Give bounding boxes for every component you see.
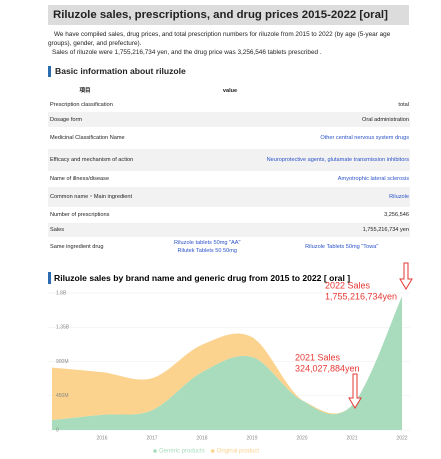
row-value: Riluzole tablets 50mg "AA" Rilutek Tablet… bbox=[140, 239, 410, 255]
value-text: total bbox=[398, 102, 409, 108]
table-row: Number of prescriptions 3,256,546 bbox=[48, 207, 410, 223]
value-text: Oral administration bbox=[362, 116, 409, 123]
table-row: Same ingredient drug Riluzole tablets 50m… bbox=[48, 237, 410, 257]
y-tick-label: 450M bbox=[56, 393, 69, 399]
area bbox=[52, 296, 402, 430]
plot-area: 0 450M 900M 1.35B 1.8B 2016 2017 2018 2019 2020 20… bbox=[48, 290, 410, 455]
area bbox=[52, 296, 402, 421]
row-label: Medicinal Classification Name bbox=[50, 135, 125, 141]
x-tick-label: 2018 bbox=[196, 435, 207, 441]
value-text: 1,755,216,734 yen bbox=[362, 227, 409, 233]
row-label: Number of prescriptions bbox=[50, 212, 110, 218]
x-tick-label: 2020 bbox=[296, 435, 307, 441]
x-tick-label: 2022 bbox=[396, 435, 407, 441]
table-row: Common name・Main ingredient Riluzole bbox=[48, 187, 410, 207]
section-title: Basic information about riluzole bbox=[48, 66, 186, 77]
legend-label: Generic products bbox=[159, 449, 205, 455]
row-value: Riluzole bbox=[140, 194, 410, 200]
table-row: Prescription classification total bbox=[48, 98, 410, 112]
intro-text: We have compiled sales, drug prices, and… bbox=[48, 31, 391, 47]
annotation: 324,027,884yen bbox=[295, 363, 360, 373]
row-label: Sales bbox=[50, 227, 64, 233]
y-tick-label: 900M bbox=[56, 359, 69, 365]
row-label: Efficacy and mechanism of action bbox=[50, 157, 134, 163]
annotation: 2021 Sales bbox=[295, 352, 341, 362]
intro: We have compiled sales, drug prices, and… bbox=[48, 30, 410, 57]
column-header: value bbox=[222, 88, 238, 94]
row-value: Amyotrophic lateral sclerosis bbox=[140, 176, 410, 182]
row-value: Neuroprotective agents, glutamate transm… bbox=[140, 157, 410, 163]
value-link[interactable]: Other central nervous system drugs bbox=[320, 135, 409, 141]
row-label: Prescription classification bbox=[50, 102, 113, 108]
arrow bbox=[348, 373, 362, 409]
info-table: 項目 value Prescription classification tota… bbox=[48, 84, 410, 257]
row-value: Other central nervous system drugs bbox=[140, 135, 410, 141]
row-label: Name of illness/disease bbox=[50, 176, 110, 182]
arrow bbox=[399, 262, 413, 290]
table-row: Medicinal Classification Name Other centr… bbox=[48, 127, 410, 149]
y-tick-label: 0 bbox=[56, 427, 59, 433]
table-row: Dosage form Oral administration bbox=[48, 112, 410, 127]
legend-swatch bbox=[210, 449, 215, 453]
page-title: Riluzole sales, prescriptions, and drug … bbox=[48, 5, 409, 25]
value-link[interactable]: Neuroprotective agents, glutamate transm… bbox=[266, 157, 409, 163]
legend-label: Original product bbox=[217, 449, 260, 455]
table-header: 項目 value bbox=[48, 84, 410, 98]
row-label: Common name・Main ingredient bbox=[50, 194, 133, 200]
x-tick-label: 2019 bbox=[246, 435, 257, 441]
row-value: Oral administration bbox=[140, 117, 410, 123]
row-label: Same ingredient drug bbox=[50, 244, 104, 250]
value-link[interactable]: Riluzole bbox=[389, 194, 409, 200]
value-group: Riluzole tablets 50mg "AA" Rilutek Tablet… bbox=[140, 239, 275, 255]
row-value: 1,755,216,734 yen bbox=[140, 227, 410, 233]
section-marker bbox=[48, 272, 51, 284]
annotation: 1,755,216,734yen bbox=[325, 291, 397, 301]
row-label: Dosage form bbox=[50, 116, 83, 123]
x-tick-label: 2021 bbox=[346, 435, 357, 441]
table-row: Efficacy and mechanism of action Neuropro… bbox=[48, 149, 410, 171]
x-tick-label: 2016 bbox=[96, 435, 107, 441]
y-tick-label: 1.8B bbox=[56, 290, 67, 296]
drug-link[interactable]: Rilutek Tablets 50 50mg bbox=[177, 248, 238, 254]
value-text: 3,256,546 bbox=[384, 212, 409, 218]
annotation: 2022 Sales bbox=[325, 280, 371, 290]
column-header: 項目 bbox=[79, 88, 91, 94]
drug-link[interactable]: Riluzole tablets 50mg "AA" bbox=[174, 240, 241, 246]
chart: Riluzole sales by brand name and generic… bbox=[48, 262, 413, 455]
y-tick-label: 1.35B bbox=[56, 325, 70, 331]
row-value: total bbox=[140, 102, 410, 108]
legend-swatch bbox=[153, 449, 157, 453]
value-link[interactable]: Amyotrophic lateral sclerosis bbox=[337, 176, 409, 182]
drug-link[interactable]: Riluzole Tablets 50mg "Towa" bbox=[305, 244, 379, 250]
row-value: 3,256,546 bbox=[140, 212, 410, 218]
intro-text: Sales of riluzole were 1,755,216,734 yen… bbox=[52, 49, 322, 56]
table-row: Sales 1,755,216,734 yen bbox=[48, 223, 410, 237]
table-row: Name of illness/disease Amyotrophic later… bbox=[48, 171, 410, 187]
chart-title: Riluzole sales by brand name and generic… bbox=[54, 273, 350, 283]
x-tick-label: 2017 bbox=[146, 435, 157, 441]
